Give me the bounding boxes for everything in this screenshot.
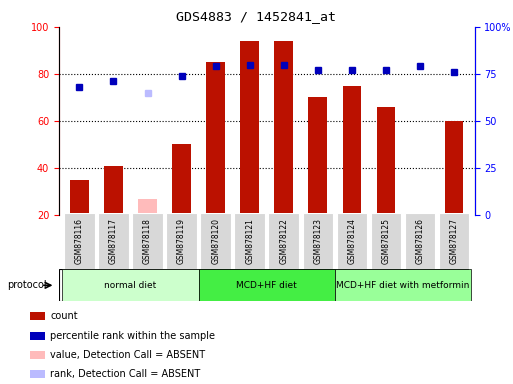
Bar	[335, 270, 471, 301]
Bar	[303, 213, 333, 269]
Text: normal diet: normal diet	[105, 281, 156, 290]
Bar	[439, 213, 469, 269]
Bar	[30, 312, 46, 320]
Bar	[30, 370, 46, 378]
Bar	[241, 41, 259, 215]
Bar	[308, 98, 327, 215]
Text: percentile rank within the sample: percentile rank within the sample	[50, 331, 215, 341]
Text: GSM878124: GSM878124	[347, 218, 357, 264]
Bar	[206, 62, 225, 215]
Text: GSM878122: GSM878122	[279, 218, 288, 264]
Bar	[98, 213, 129, 269]
Text: rank, Detection Call = ABSENT: rank, Detection Call = ABSENT	[50, 369, 201, 379]
Bar	[234, 213, 265, 269]
Bar	[268, 213, 299, 269]
Bar	[138, 199, 157, 215]
Text: count: count	[50, 311, 78, 321]
Text: GSM878116: GSM878116	[75, 218, 84, 264]
Bar	[30, 332, 46, 340]
Bar	[63, 270, 199, 301]
Bar	[166, 213, 197, 269]
Text: MCD+HF diet with metformin: MCD+HF diet with metformin	[337, 281, 470, 290]
Text: GSM878127: GSM878127	[449, 218, 459, 264]
Bar	[405, 213, 436, 269]
Text: value, Detection Call = ABSENT: value, Detection Call = ABSENT	[50, 350, 205, 360]
Text: GSM878119: GSM878119	[177, 218, 186, 264]
Bar	[132, 213, 163, 269]
Text: GSM878125: GSM878125	[382, 218, 390, 264]
Text: MCD+HF diet: MCD+HF diet	[236, 281, 297, 290]
Text: GSM878121: GSM878121	[245, 218, 254, 264]
Bar	[30, 351, 46, 359]
Bar	[337, 213, 367, 269]
Bar	[199, 270, 335, 301]
Bar	[274, 41, 293, 215]
Bar	[377, 107, 396, 215]
Text: GDS4883 / 1452841_at: GDS4883 / 1452841_at	[176, 10, 337, 23]
Text: GSM878123: GSM878123	[313, 218, 322, 264]
Text: GSM878117: GSM878117	[109, 218, 118, 264]
Text: GSM878126: GSM878126	[416, 218, 425, 264]
Text: GSM878120: GSM878120	[211, 218, 220, 264]
Bar	[343, 86, 361, 215]
Bar	[445, 121, 463, 215]
Bar	[64, 213, 95, 269]
Text: protocol: protocol	[7, 280, 46, 290]
Text: GSM878118: GSM878118	[143, 218, 152, 264]
Bar	[172, 144, 191, 215]
Bar	[201, 213, 231, 269]
Bar	[104, 166, 123, 215]
Bar	[70, 180, 89, 215]
Bar	[370, 213, 401, 269]
